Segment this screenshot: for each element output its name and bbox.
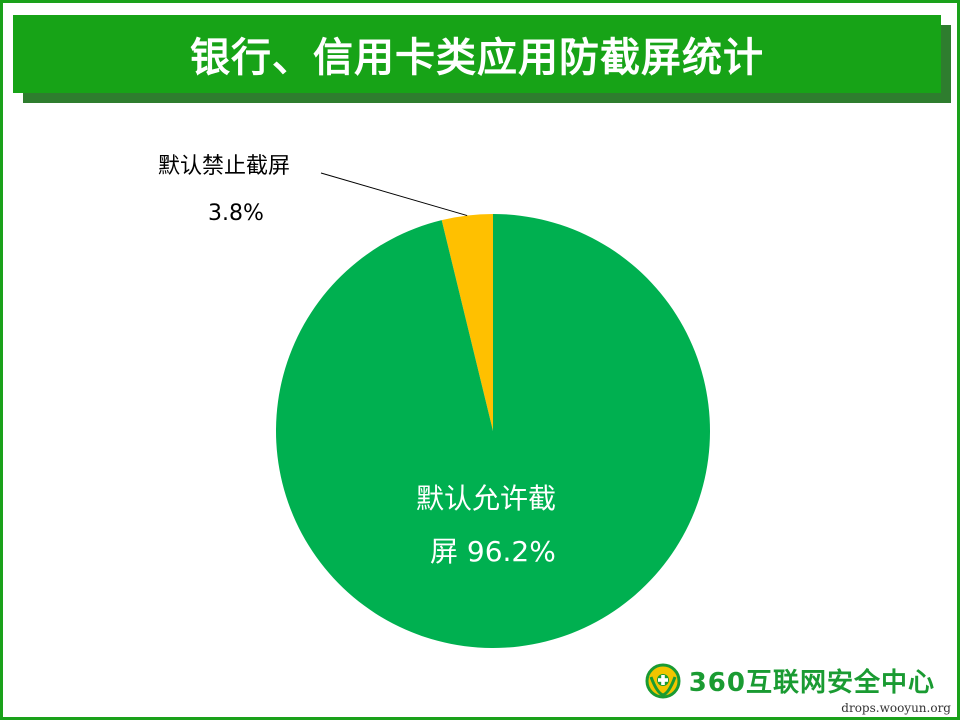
pie-chart: 默认禁止截屏 3.8% 默认允许截 屏 96.2%	[158, 154, 710, 649]
title-bar: 银行、信用卡类应用防截屏统计	[13, 15, 941, 93]
leader-line	[320, 172, 468, 217]
360-guard-icon	[645, 663, 681, 698]
slice-value-forbid: 3.8%	[208, 201, 264, 226]
slice-value-allow: 屏 96.2%	[430, 535, 556, 568]
brand-name: 360互联网安全中心	[688, 668, 935, 698]
watermark: drops.wooyun.org	[841, 701, 951, 715]
pie-slices	[275, 214, 710, 649]
brand-logo: 360互联网安全中心	[645, 662, 935, 699]
page-title: 银行、信用卡类应用防截屏统计	[190, 35, 764, 81]
slice-label-forbid: 默认禁止截屏	[158, 154, 290, 179]
pie-slice-forbid	[441, 214, 493, 431]
slice-label-allow: 默认允许截	[416, 482, 556, 515]
pie-slice-allow	[275, 214, 710, 649]
